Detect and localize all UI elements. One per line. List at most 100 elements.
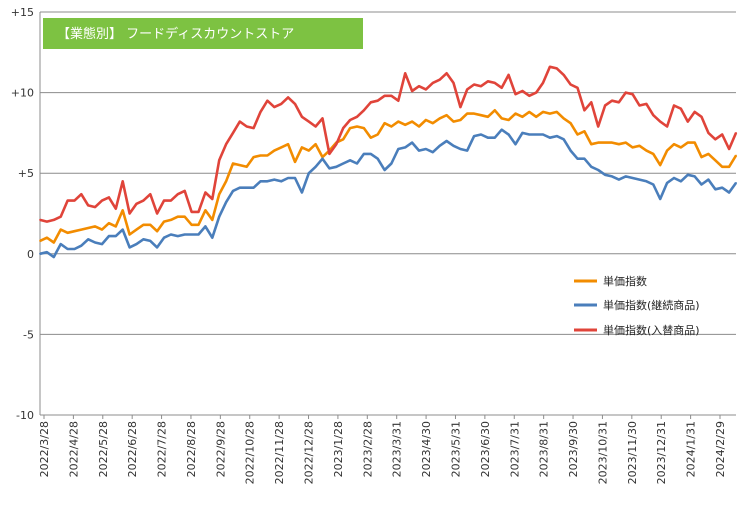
data-point xyxy=(555,67,558,70)
data-point xyxy=(583,130,586,133)
data-point xyxy=(80,244,83,247)
data-point xyxy=(507,119,510,121)
x-tick-label: 2022/8/28 xyxy=(185,421,198,477)
data-point xyxy=(73,248,76,250)
data-point xyxy=(108,196,110,199)
x-tick-label: 2023/12/31 xyxy=(655,421,668,484)
x-tick-label: 2023/10/31 xyxy=(596,421,609,484)
data-point xyxy=(190,223,193,226)
data-point xyxy=(121,180,124,183)
data-point xyxy=(638,178,641,181)
data-point xyxy=(528,111,531,113)
data-point xyxy=(245,186,248,189)
data-point xyxy=(445,140,448,142)
data-point xyxy=(555,135,558,138)
data-point xyxy=(218,215,221,218)
data-point xyxy=(280,146,283,149)
data-point xyxy=(735,132,737,134)
data-point xyxy=(156,246,159,249)
series-layer xyxy=(39,65,738,259)
data-point xyxy=(431,151,434,154)
data-point xyxy=(493,136,496,139)
data-point xyxy=(94,206,96,209)
data-point xyxy=(363,109,365,112)
data-point xyxy=(673,143,675,146)
data-point xyxy=(87,227,90,229)
data-point xyxy=(418,125,420,128)
x-tick-label: 2023/11/30 xyxy=(626,421,639,484)
data-point xyxy=(721,186,724,189)
data-point xyxy=(204,225,207,228)
x-tick-label: 2022/4/28 xyxy=(67,421,80,477)
data-point xyxy=(66,248,69,250)
data-point xyxy=(473,135,475,138)
data-point xyxy=(473,112,475,115)
data-point xyxy=(176,235,179,238)
data-point xyxy=(714,188,717,191)
data-point xyxy=(542,133,544,136)
data-point xyxy=(411,120,413,123)
data-point xyxy=(562,117,565,120)
x-tick-label: 2022/12/28 xyxy=(303,421,316,484)
data-point xyxy=(176,193,179,196)
chart-title-background xyxy=(43,18,363,49)
data-point xyxy=(425,88,427,91)
data-point xyxy=(459,119,462,121)
data-point xyxy=(487,115,489,118)
data-point xyxy=(673,177,675,179)
data-point xyxy=(170,199,172,202)
data-point xyxy=(101,199,103,202)
data-point xyxy=(101,243,103,246)
data-point xyxy=(87,238,90,241)
data-point xyxy=(652,183,655,186)
data-point xyxy=(590,101,593,104)
data-point xyxy=(190,211,193,213)
data-point xyxy=(307,120,310,123)
data-point xyxy=(369,136,372,139)
data-point xyxy=(376,133,379,136)
data-point xyxy=(390,125,393,128)
data-point xyxy=(514,112,517,115)
data-point xyxy=(245,165,248,168)
data-point xyxy=(397,120,400,123)
data-point xyxy=(438,78,441,81)
data-point xyxy=(163,236,165,239)
data-point xyxy=(128,246,131,249)
data-point xyxy=(555,111,558,113)
data-point xyxy=(183,190,186,192)
data-point xyxy=(652,153,655,155)
data-point xyxy=(714,159,717,162)
data-point xyxy=(487,80,489,83)
data-point xyxy=(500,128,503,131)
data-point xyxy=(121,228,124,231)
data-point xyxy=(114,225,117,228)
x-tick-label: 2022/11/28 xyxy=(273,421,286,484)
data-point xyxy=(686,120,689,123)
data-point xyxy=(652,114,655,117)
data-point xyxy=(39,219,41,221)
data-point xyxy=(349,159,351,162)
data-point xyxy=(631,146,634,149)
data-point xyxy=(52,256,55,258)
data-point xyxy=(507,133,510,136)
data-point xyxy=(611,175,613,178)
chart-title: 【業態別】 フードディスカウントストア xyxy=(57,26,294,42)
data-point xyxy=(287,177,289,179)
data-point xyxy=(397,148,400,150)
data-point xyxy=(549,136,551,139)
x-tick-label: 2023/1/28 xyxy=(332,421,345,477)
data-point xyxy=(493,82,496,84)
data-point xyxy=(611,141,613,144)
y-tick-label: +15 xyxy=(11,6,34,19)
data-point xyxy=(301,191,303,194)
data-point xyxy=(452,82,455,84)
data-point xyxy=(680,146,682,149)
data-point xyxy=(342,162,345,165)
data-point xyxy=(211,219,214,221)
data-point xyxy=(624,141,627,144)
data-point xyxy=(459,148,462,150)
data-point xyxy=(142,223,145,226)
data-point xyxy=(638,104,641,107)
data-point xyxy=(390,162,393,165)
data-point xyxy=(59,215,62,218)
